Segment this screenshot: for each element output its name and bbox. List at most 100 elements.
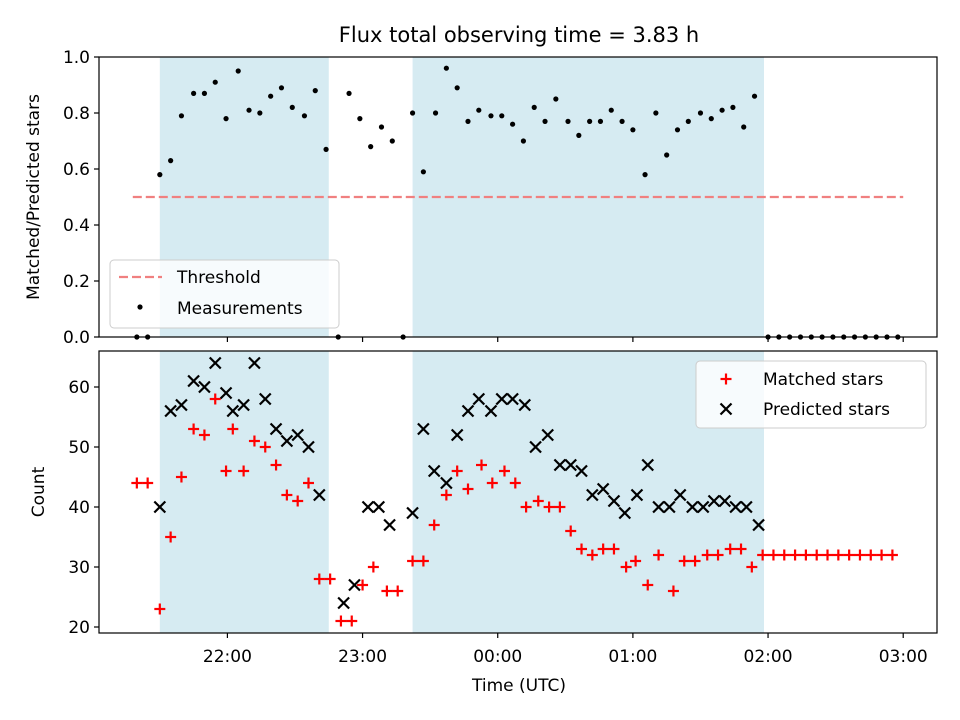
measurement-point-50 [685,118,691,124]
measurement-point-51 [697,110,704,116]
matched-point-1 [142,477,154,489]
measurement-point-19 [346,90,352,96]
matched-point-68 [886,549,898,561]
matched-point-20 [346,615,358,627]
matched-point-38 [554,501,566,513]
matched-point-35 [520,501,532,513]
measurement-point-29 [454,85,460,91]
xtick-label-3: 01:00 [608,647,657,667]
measurement-point-35 [520,138,527,144]
measurement-point-11 [257,110,263,116]
matched-point-17 [313,573,325,585]
measurement-point-10 [246,107,252,113]
predicted-point-35-b [564,458,577,472]
predicted-point-33 [541,428,555,442]
predicted-point-17-b [348,578,361,592]
matched-point-48 [667,585,679,597]
measurement-point-9 [235,68,241,74]
matched-point-18 [324,573,336,585]
predicted-point-8 [237,398,250,412]
measurement-point-5 [191,90,197,96]
predicted-point-6-b [219,386,233,400]
predicted-point-33-b [541,428,555,442]
legend-predicted-swatch-b [719,402,733,416]
predicted-point-42-b [641,458,655,472]
predicted-point-12 [280,434,294,448]
predicted-point-23 [427,464,441,478]
measurement-point-6 [201,90,208,96]
matched-point-33 [498,465,510,477]
predicted-point-1-b [164,404,177,418]
matched-point-39 [565,525,577,537]
predicted-point-16 [337,596,350,610]
predicted-point-1 [164,404,177,418]
measurement-point-32 [488,113,494,119]
predicted-point-15 [313,488,326,502]
top-legend: Threshold Measurements [109,259,340,329]
predicted-point-49 [718,494,732,508]
matched-point-27 [428,519,440,531]
predicted-point-50 [729,500,742,514]
measurement-point-7 [212,79,218,85]
matched-point-31 [476,459,488,471]
predicted-point-52-b [752,518,765,532]
matched-point-24 [392,585,404,597]
predicted-point-2-b [175,398,188,412]
predicted-point-7-b [226,404,240,418]
matched-point-50 [689,555,701,567]
matched-point-44 [620,561,632,573]
predicted-point-52 [752,518,765,532]
measurement-point-13 [278,85,285,91]
predicted-point-18-b [361,500,375,514]
measurement-point-46 [642,172,648,178]
x-axis-label: Time (UTC) [471,676,566,696]
matched-point-67 [876,549,888,561]
measurement-point-49 [674,127,681,133]
matched-point-2 [154,603,166,615]
predicted-point-20-b [383,518,396,532]
predicted-point-36-b [575,464,588,478]
predicted-point-34-b [553,458,567,472]
matched-point-66 [865,549,877,561]
predicted-point-11 [269,422,283,436]
matched-point-58 [778,549,790,561]
predicted-point-47-b [696,500,710,514]
predicted-point-22 [417,422,430,436]
matched-point-52 [712,549,724,561]
predicted-point-49-b [718,494,732,508]
matched-point-63 [832,549,844,561]
predicted-point-4-b [198,380,211,394]
measurement-point-26 [420,169,426,175]
bottom-ytick-label-4: 60 [68,378,90,398]
measurement-point-54 [730,104,736,110]
measurement-point-41 [587,118,593,124]
bottom-y-axis-label: Count [29,466,49,517]
matched-point-30 [462,483,474,495]
matched-point-43 [608,543,620,555]
top-legend-box [109,259,340,329]
predicted-point-45 [673,488,687,502]
legend-threshold-label: Threshold [176,268,261,288]
matched-point-14 [281,489,293,501]
matched-point-9 [227,423,239,435]
matched-point-51 [701,549,713,561]
measurement-point-16 [312,88,318,94]
bottom-ytick-label-2: 40 [68,498,90,518]
predicted-point-38-b [596,482,610,496]
matched-point-8 [220,465,232,477]
predicted-point-16-b [337,596,350,610]
bottom-ytick-label-0: 20 [68,618,90,638]
predicted-point-32 [529,440,542,454]
measurement-point-31 [476,107,482,113]
matched-point-29 [451,465,463,477]
measurement-point-28 [443,65,449,71]
legend-measurements-swatch [137,304,143,310]
measurement-point-34 [509,121,516,127]
matched-point-45 [630,555,642,567]
count-series [131,356,898,627]
measurement-point-42 [597,118,604,124]
predicted-point-29-b [495,392,509,406]
measurement-point-52 [708,116,714,122]
predicted-point-39 [607,494,621,508]
